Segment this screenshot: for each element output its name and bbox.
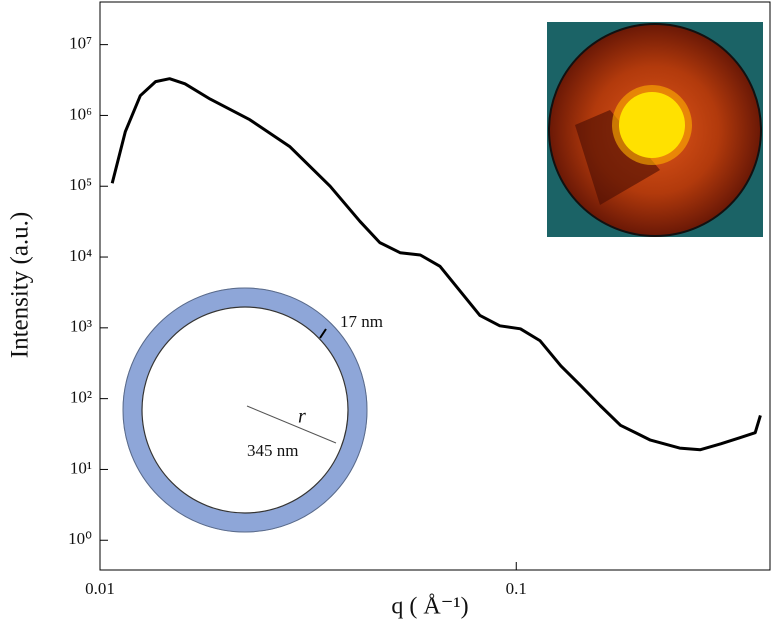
plot-frame <box>99 1 771 571</box>
x-axis-label: q ( Å⁻¹) <box>391 594 468 620</box>
y-tick-label: 10⁵ <box>69 175 92 194</box>
y-tick-label: 10⁶ <box>69 104 92 123</box>
y-axis-label: Intensity (a.u.) <box>7 212 34 358</box>
x-tick-label: 0.01 <box>85 579 115 598</box>
y-tick-label: 10¹ <box>70 458 92 477</box>
y-tick-label: 10⁷ <box>69 34 92 53</box>
ring-inset <box>122 287 368 533</box>
annotation: 345 nm <box>247 441 298 460</box>
y-tick-label: 10⁰ <box>68 529 92 548</box>
detector-inset <box>547 22 763 237</box>
annotation: 17 nm <box>340 312 383 331</box>
x-tick-label: 0.1 <box>506 579 527 598</box>
data-line <box>110 77 762 452</box>
y-tick-label: 10² <box>70 388 92 407</box>
y-tick-label: 10⁴ <box>69 246 92 265</box>
y-tick-label: 10³ <box>70 317 92 336</box>
annotation: r <box>298 406 306 428</box>
